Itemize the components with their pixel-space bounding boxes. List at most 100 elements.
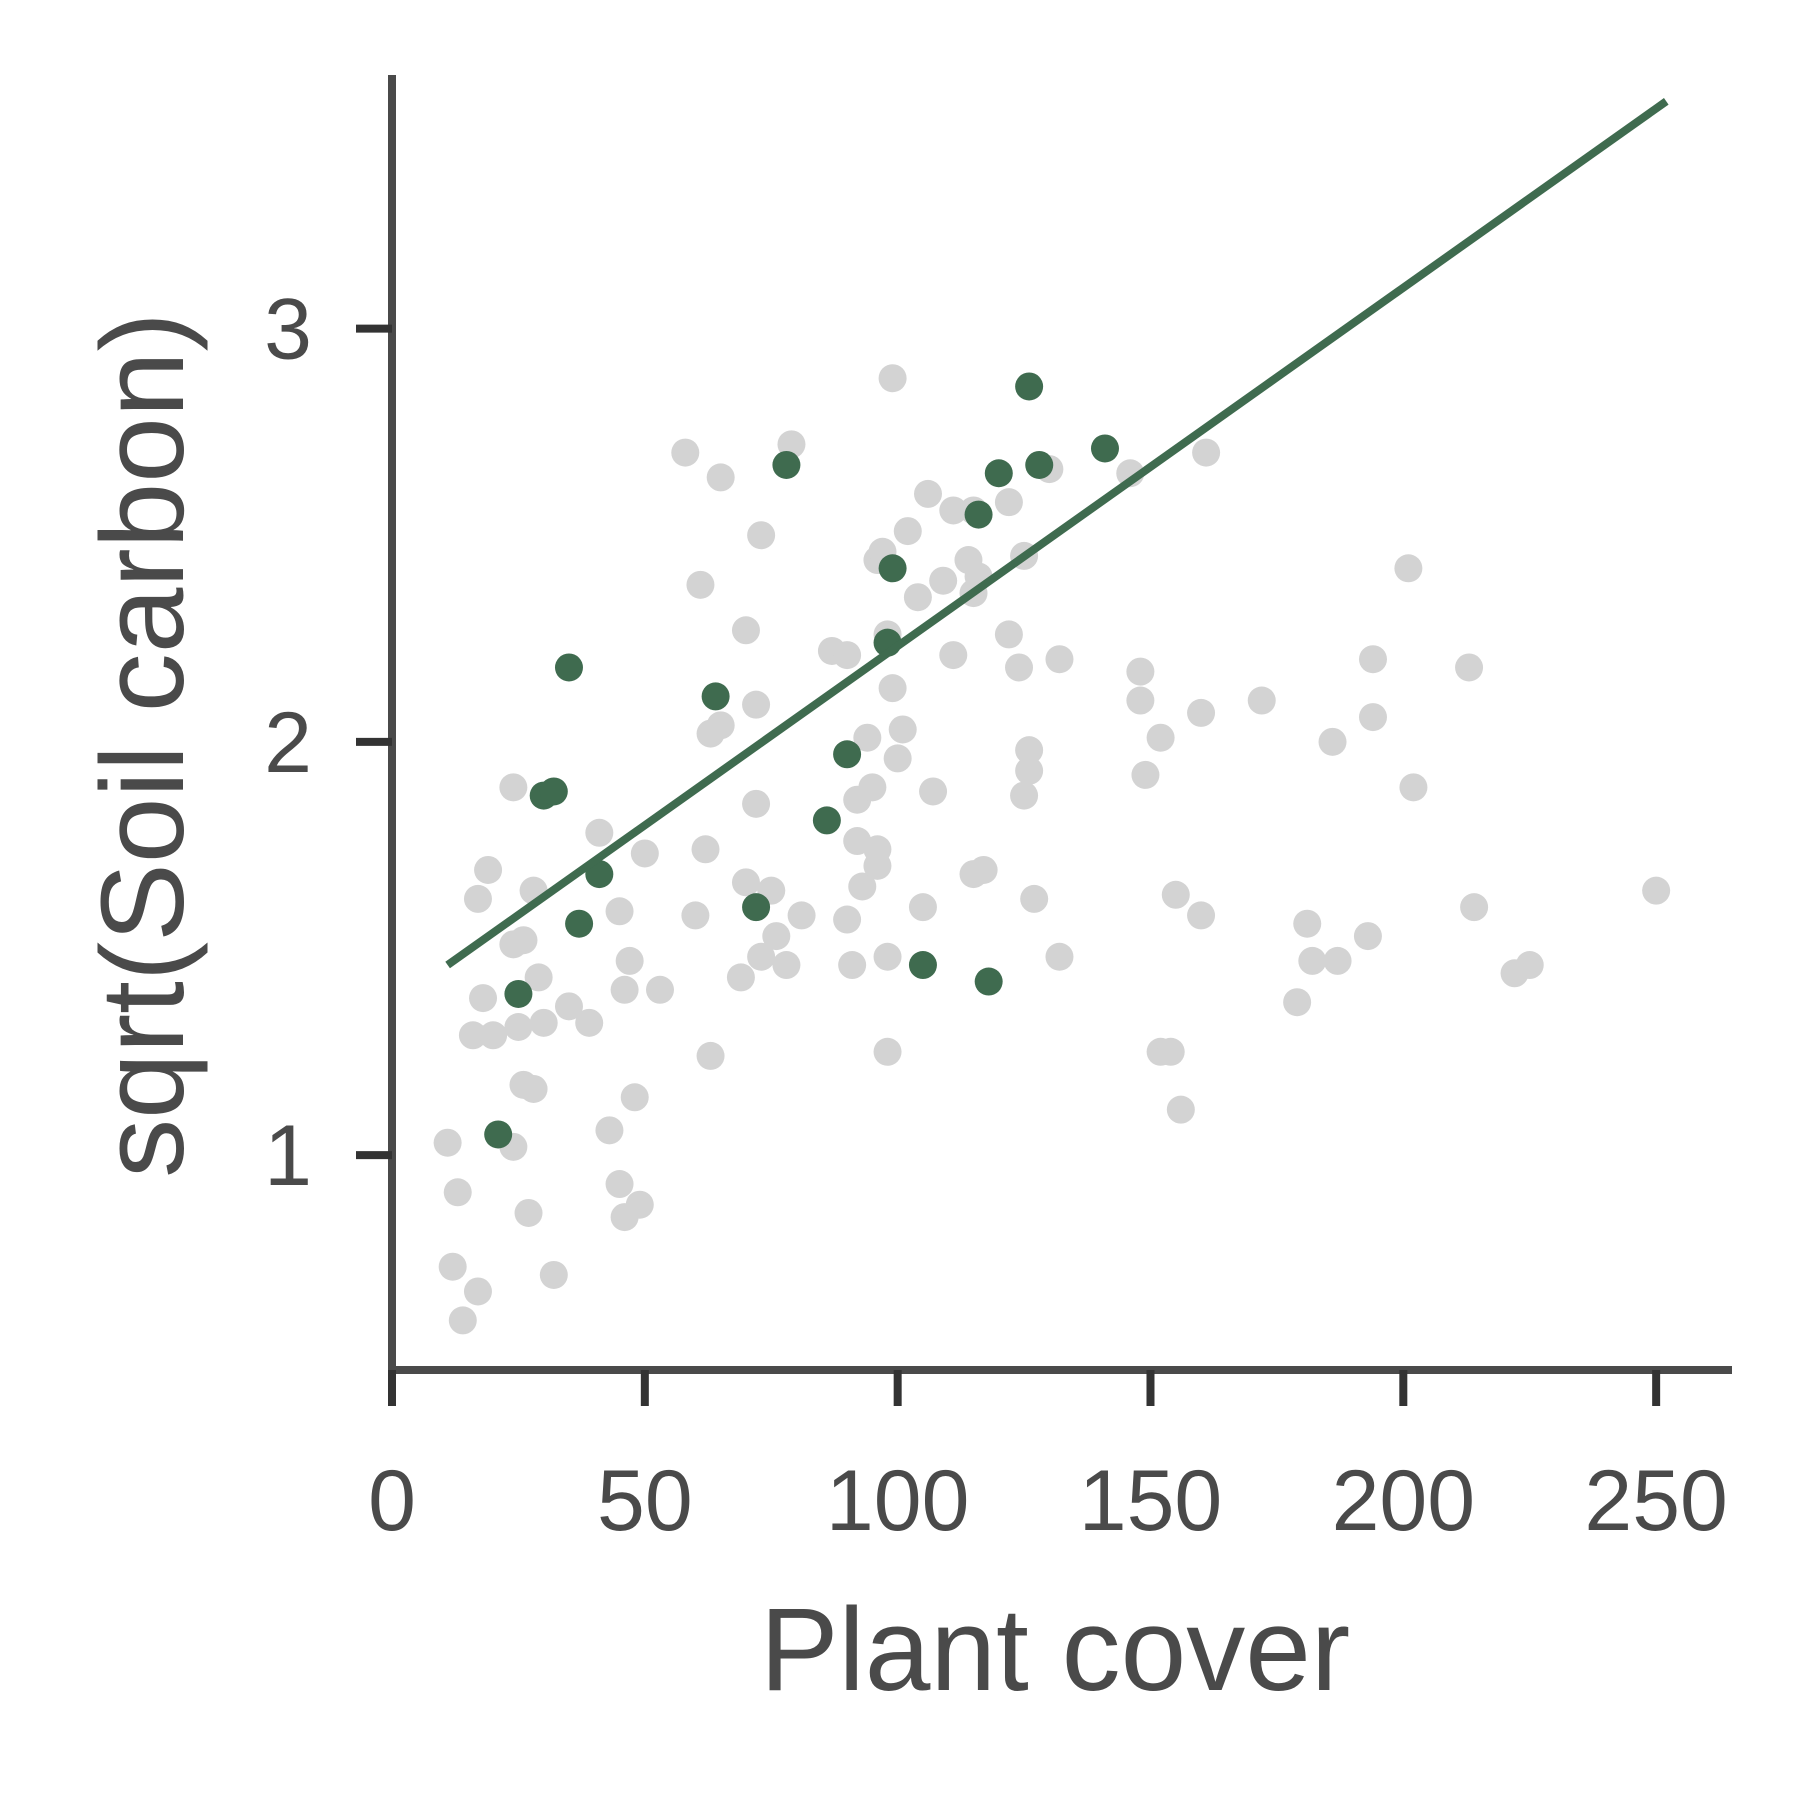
background-point — [726, 963, 755, 992]
background-point — [959, 860, 988, 889]
highlight-point — [504, 979, 533, 1008]
background-point — [883, 744, 912, 773]
background-point — [848, 872, 877, 901]
background-point — [787, 901, 816, 930]
highlight-point — [565, 909, 594, 938]
highlight-point — [772, 450, 801, 479]
background-point — [575, 1008, 604, 1037]
background-point — [1015, 736, 1044, 765]
background-point — [742, 789, 771, 818]
x-tick-label: 250 — [1584, 1453, 1728, 1549]
background-point — [539, 1260, 568, 1289]
background-point — [529, 1008, 558, 1037]
y-tick-label: 2 — [264, 695, 312, 791]
background-point — [443, 1178, 472, 1207]
background-point — [1126, 657, 1155, 686]
background-point — [1045, 645, 1074, 674]
background-point — [1166, 1095, 1195, 1124]
background-point — [1015, 756, 1044, 785]
background-point — [1247, 686, 1276, 715]
background-point — [474, 855, 503, 884]
background-point — [762, 922, 791, 951]
background-point — [1515, 951, 1544, 980]
background-point — [833, 905, 862, 934]
x-axis-title: Plant cover — [760, 1584, 1350, 1716]
background-point — [1353, 922, 1382, 951]
background-point — [1010, 781, 1039, 810]
y-axis-title: sqrt(Soil carbon) — [77, 312, 209, 1178]
highlight-point — [742, 893, 771, 922]
highlight-point — [812, 806, 841, 835]
trend-line-layer — [445, 98, 1669, 969]
y-tick-label: 3 — [264, 282, 312, 378]
background-point — [1192, 438, 1221, 467]
background-point — [1187, 901, 1216, 930]
background-point — [671, 438, 700, 467]
background-point — [1293, 909, 1322, 938]
background-point — [1323, 946, 1352, 975]
background-point — [615, 946, 644, 975]
background-point — [438, 1252, 467, 1281]
background-point — [858, 773, 887, 802]
background-point — [681, 901, 710, 930]
background-point — [893, 517, 922, 546]
background-point — [838, 951, 867, 980]
background-point — [1394, 554, 1423, 583]
background-point — [605, 1170, 634, 1199]
background-point — [1045, 942, 1074, 971]
background-point — [1283, 988, 1312, 1017]
background-point — [458, 1021, 487, 1050]
background-point — [1131, 760, 1160, 789]
highlight-point — [833, 740, 862, 769]
highlight-point — [554, 653, 583, 682]
highlight-point — [984, 459, 1013, 488]
background-point — [499, 930, 528, 959]
background-point — [994, 620, 1023, 649]
background-point — [1005, 653, 1034, 682]
background-point — [747, 521, 776, 550]
background-point — [1455, 653, 1484, 682]
background-point — [888, 715, 917, 744]
background-point — [691, 835, 720, 864]
x-tick-label: 150 — [1079, 1453, 1223, 1549]
background-point — [1399, 773, 1428, 802]
highlight-point — [1015, 372, 1044, 401]
background-point — [625, 1190, 654, 1219]
background-point — [903, 583, 932, 612]
highlight-point — [908, 951, 937, 980]
background-point — [878, 674, 907, 703]
x-tick-label: 200 — [1332, 1453, 1476, 1549]
background-point — [499, 773, 528, 802]
background-point — [772, 951, 801, 980]
background-point — [742, 690, 771, 719]
background-point — [939, 641, 968, 670]
highlight-point — [878, 554, 907, 583]
background-point — [696, 1041, 725, 1070]
background-point — [610, 975, 639, 1004]
background-point — [1318, 727, 1347, 756]
background-point — [994, 488, 1023, 517]
background-point — [463, 884, 492, 913]
background-point — [1020, 884, 1049, 913]
y-tick-label: 1 — [264, 1108, 312, 1204]
background-point — [1126, 686, 1155, 715]
background-point — [554, 992, 583, 1021]
background-point — [1460, 893, 1489, 922]
background-point — [463, 1277, 492, 1306]
background-point — [524, 963, 553, 992]
background-point — [595, 1116, 624, 1145]
highlight-point — [701, 682, 730, 711]
x-tick-label: 100 — [826, 1453, 970, 1549]
background-point — [731, 616, 760, 645]
points-layer — [433, 364, 1671, 1335]
highlight-point — [1025, 450, 1054, 479]
background-point — [853, 723, 882, 752]
background-point — [514, 1198, 543, 1227]
background-point — [686, 570, 715, 599]
background-point — [833, 641, 862, 670]
background-point — [1156, 1037, 1185, 1066]
background-point — [646, 975, 674, 1004]
background-point — [469, 984, 498, 1013]
background-point — [878, 364, 907, 393]
